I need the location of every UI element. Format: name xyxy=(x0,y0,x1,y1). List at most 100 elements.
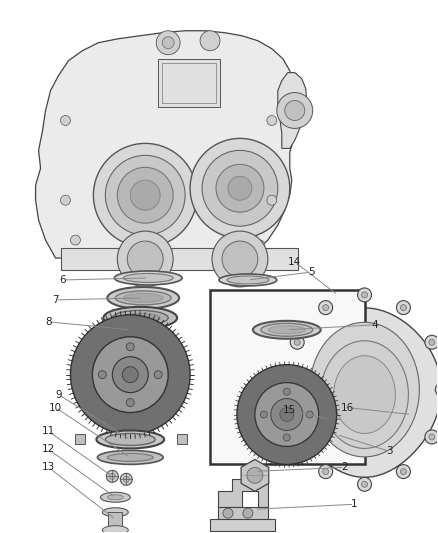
Ellipse shape xyxy=(107,287,179,309)
Circle shape xyxy=(280,383,294,397)
Ellipse shape xyxy=(261,324,313,336)
Ellipse shape xyxy=(334,356,396,433)
Text: 13: 13 xyxy=(42,462,55,472)
Circle shape xyxy=(400,469,406,474)
Circle shape xyxy=(280,408,294,422)
Circle shape xyxy=(247,467,263,483)
Bar xyxy=(218,507,268,529)
Circle shape xyxy=(243,508,253,518)
Ellipse shape xyxy=(103,307,177,329)
Circle shape xyxy=(223,508,233,518)
Circle shape xyxy=(126,343,134,351)
Circle shape xyxy=(60,195,71,205)
Circle shape xyxy=(216,164,264,212)
Text: 5: 5 xyxy=(308,267,315,277)
Circle shape xyxy=(110,473,115,479)
Circle shape xyxy=(106,470,118,482)
Circle shape xyxy=(222,241,258,277)
Bar xyxy=(60,248,298,270)
Bar xyxy=(162,63,216,102)
Ellipse shape xyxy=(107,454,153,462)
Ellipse shape xyxy=(253,321,321,339)
Text: 6: 6 xyxy=(59,275,66,285)
Circle shape xyxy=(323,304,328,311)
Text: 3: 3 xyxy=(386,447,393,456)
Text: 16: 16 xyxy=(341,402,354,413)
Ellipse shape xyxy=(114,271,182,285)
Circle shape xyxy=(163,255,173,265)
Text: 12: 12 xyxy=(42,445,55,455)
Circle shape xyxy=(323,469,328,474)
Circle shape xyxy=(93,143,197,247)
Circle shape xyxy=(92,337,168,413)
Circle shape xyxy=(319,465,332,479)
Bar xyxy=(158,59,220,107)
Bar xyxy=(177,434,187,445)
Ellipse shape xyxy=(115,291,171,305)
Circle shape xyxy=(156,31,180,55)
Ellipse shape xyxy=(97,450,163,464)
Circle shape xyxy=(361,292,367,298)
Circle shape xyxy=(277,93,313,128)
Text: 15: 15 xyxy=(283,405,297,415)
Circle shape xyxy=(429,340,435,345)
Circle shape xyxy=(267,116,277,125)
Circle shape xyxy=(319,301,332,314)
Circle shape xyxy=(127,241,163,277)
Circle shape xyxy=(290,430,304,444)
Circle shape xyxy=(357,288,371,302)
Ellipse shape xyxy=(112,310,168,325)
Bar xyxy=(210,519,275,531)
Circle shape xyxy=(290,335,304,349)
Circle shape xyxy=(99,370,106,378)
Text: 1: 1 xyxy=(351,499,358,509)
Text: 9: 9 xyxy=(55,390,62,400)
Circle shape xyxy=(212,231,268,287)
Circle shape xyxy=(71,315,190,434)
Circle shape xyxy=(357,478,371,491)
Polygon shape xyxy=(288,308,438,478)
Circle shape xyxy=(255,240,265,250)
Circle shape xyxy=(271,399,303,431)
Ellipse shape xyxy=(102,508,128,516)
Polygon shape xyxy=(278,72,307,148)
Circle shape xyxy=(400,304,406,311)
Circle shape xyxy=(361,481,367,487)
Circle shape xyxy=(429,434,435,440)
Circle shape xyxy=(126,399,134,407)
Circle shape xyxy=(202,150,278,226)
Text: 14: 14 xyxy=(288,257,301,267)
Circle shape xyxy=(396,301,410,314)
Ellipse shape xyxy=(227,276,269,284)
Circle shape xyxy=(284,386,290,393)
Circle shape xyxy=(154,370,162,378)
Ellipse shape xyxy=(96,431,164,448)
Circle shape xyxy=(117,231,173,287)
Ellipse shape xyxy=(107,495,124,500)
Circle shape xyxy=(228,176,252,200)
Ellipse shape xyxy=(124,293,163,302)
Circle shape xyxy=(190,139,290,238)
Circle shape xyxy=(435,383,438,397)
Bar xyxy=(210,290,364,464)
Circle shape xyxy=(237,365,337,464)
Ellipse shape xyxy=(124,273,173,282)
Circle shape xyxy=(200,31,220,51)
Polygon shape xyxy=(241,459,268,491)
Circle shape xyxy=(120,473,132,486)
Text: 2: 2 xyxy=(341,462,348,472)
Circle shape xyxy=(162,37,174,49)
Circle shape xyxy=(267,195,277,205)
Circle shape xyxy=(124,477,129,482)
Ellipse shape xyxy=(310,322,419,457)
Circle shape xyxy=(283,434,290,441)
Circle shape xyxy=(294,340,300,345)
Circle shape xyxy=(130,180,160,210)
Circle shape xyxy=(425,335,438,349)
Polygon shape xyxy=(218,479,268,507)
Circle shape xyxy=(425,430,438,444)
Circle shape xyxy=(117,167,173,223)
Ellipse shape xyxy=(321,341,408,448)
Text: 10: 10 xyxy=(49,402,62,413)
Text: 8: 8 xyxy=(45,317,52,327)
